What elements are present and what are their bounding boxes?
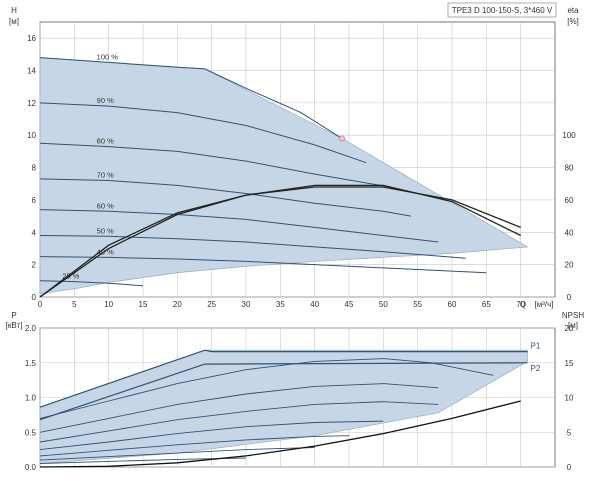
head-y-tick-label: 0 — [32, 293, 37, 302]
chart-title-box — [447, 2, 557, 18]
chart-title: TPE3 D 100-150-S, 3*460 V — [452, 6, 553, 15]
speed-curve-label: 100 % — [97, 52, 119, 61]
head-y-tick-label: 16 — [27, 34, 36, 43]
head-y-tick-label: 6 — [32, 196, 37, 205]
head-y-tick-label: 10 — [27, 131, 36, 140]
speed-curve — [39, 57, 343, 139]
speed-curve-label: 50 % — [97, 226, 114, 235]
power-speed-curve — [39, 420, 384, 451]
head-x-tick-label: 40 — [310, 300, 319, 309]
flow-axis-label: Q — [520, 300, 526, 309]
head-y-tick-label: 8 — [32, 164, 37, 173]
eta-tick-label: 20 — [565, 261, 574, 270]
speed-curve — [39, 280, 144, 287]
speed-curve-label: 90 % — [97, 96, 114, 105]
head-x-tick-label: 15 — [139, 300, 148, 309]
head-x-tick-label: 45 — [345, 300, 354, 309]
eta-tick-label: 80 — [565, 164, 574, 173]
speed-curve — [39, 256, 487, 274]
power-speed-curve — [39, 383, 439, 433]
speed-curve — [39, 142, 391, 188]
head-x-tick-label: 35 — [276, 300, 285, 309]
head-y-tick-label: 4 — [32, 228, 37, 237]
speed-curve — [39, 235, 466, 259]
power-series-label: P2 — [531, 364, 541, 373]
power-speed-curve — [39, 401, 439, 443]
power-series-label: P1 — [531, 342, 541, 351]
power-y-tick-label: 1.5 — [25, 359, 37, 368]
power-y-tick-label: 2.0 — [25, 324, 37, 333]
npsh-tick-label: 5 — [567, 428, 572, 437]
power-speed-curve — [39, 358, 494, 419]
eta-axis-unit: [%] — [567, 17, 579, 26]
eta-tick-label: 60 — [565, 196, 574, 205]
head-axis-unit: [м] — [9, 17, 19, 26]
head-chart: 0 5 10 15 20 25 30 35 40 45 50 55 60 65 70 0 2 4 6 8 10 12 14 1… — [9, 2, 579, 309]
npsh-curve — [39, 400, 521, 468]
head-x-tick-label: 60 — [448, 300, 457, 309]
speed-curve-label: 80 % — [97, 137, 114, 146]
speed-curve-label: 60 % — [97, 201, 114, 210]
power-series-p1 — [39, 349, 528, 408]
power-y-tick-label: 0.5 — [25, 428, 37, 437]
npsh-tick-label: 20 — [565, 324, 574, 333]
npsh-tick-label: 0 — [567, 463, 572, 472]
eta-tick-label: 40 — [565, 228, 574, 237]
speed-curve — [39, 209, 439, 243]
npsh-axis-label: NPSH — [562, 311, 584, 320]
power-y-tick-label: 0.0 — [25, 463, 37, 472]
head-x-tick-label: 10 — [104, 300, 113, 309]
npsh-axis-unit: [м] — [568, 321, 578, 330]
head-axis-label: H — [11, 6, 17, 15]
power-y-tick-label: 1.0 — [25, 394, 37, 403]
head-operating-envelope — [39, 57, 529, 295]
head-x-tick-label: 0 — [38, 300, 43, 309]
head-y-tick-label: 12 — [27, 99, 36, 108]
head-x-tick-label: 50 — [379, 300, 388, 309]
npsh-tick-label: 15 — [565, 359, 574, 368]
npsh-tick-label: 10 — [565, 394, 574, 403]
head-x-tick-label: 30 — [242, 300, 251, 309]
speed-curve — [39, 102, 367, 164]
duty-point-marker — [339, 135, 346, 142]
speed-curve-label: 70 % — [97, 171, 114, 180]
power-speed-curve — [39, 435, 350, 457]
efficiency-curve — [39, 186, 521, 298]
power-series-p2 — [39, 362, 528, 421]
speed-curve-label: 40 % — [97, 247, 114, 256]
head-x-tick-label: 70 — [516, 300, 525, 309]
power-chart: 0.0 0.5 1.0 1.5 2.0 0 5 10 15 20 P[кВт] NPSH[м] P1 P2 — [6, 311, 585, 472]
head-x-tick-label: 20 — [173, 300, 182, 309]
speed-curve — [39, 178, 411, 217]
head-y-tick-label: 14 — [27, 67, 36, 76]
flow-axis-unit: [м³/ч] — [535, 300, 554, 309]
power-axis-label: P — [11, 311, 16, 320]
head-y-tick-label: 2 — [32, 261, 37, 270]
head-x-tick-label: 25 — [207, 300, 216, 309]
power-speed-curve — [39, 447, 315, 461]
power-axis-unit: [кВт] — [6, 321, 23, 330]
head-x-tick-label: 5 — [72, 300, 77, 309]
eta-axis-label: eta — [567, 6, 579, 15]
head-x-tick-label: 55 — [413, 300, 422, 309]
head-x-tick-label: 65 — [482, 300, 491, 309]
eta-tick-label: 0 — [567, 293, 572, 302]
speed-curve-label: 25 % — [62, 272, 79, 281]
eta-tick-label: 100 — [562, 131, 576, 140]
efficiency-curve — [39, 184, 521, 298]
